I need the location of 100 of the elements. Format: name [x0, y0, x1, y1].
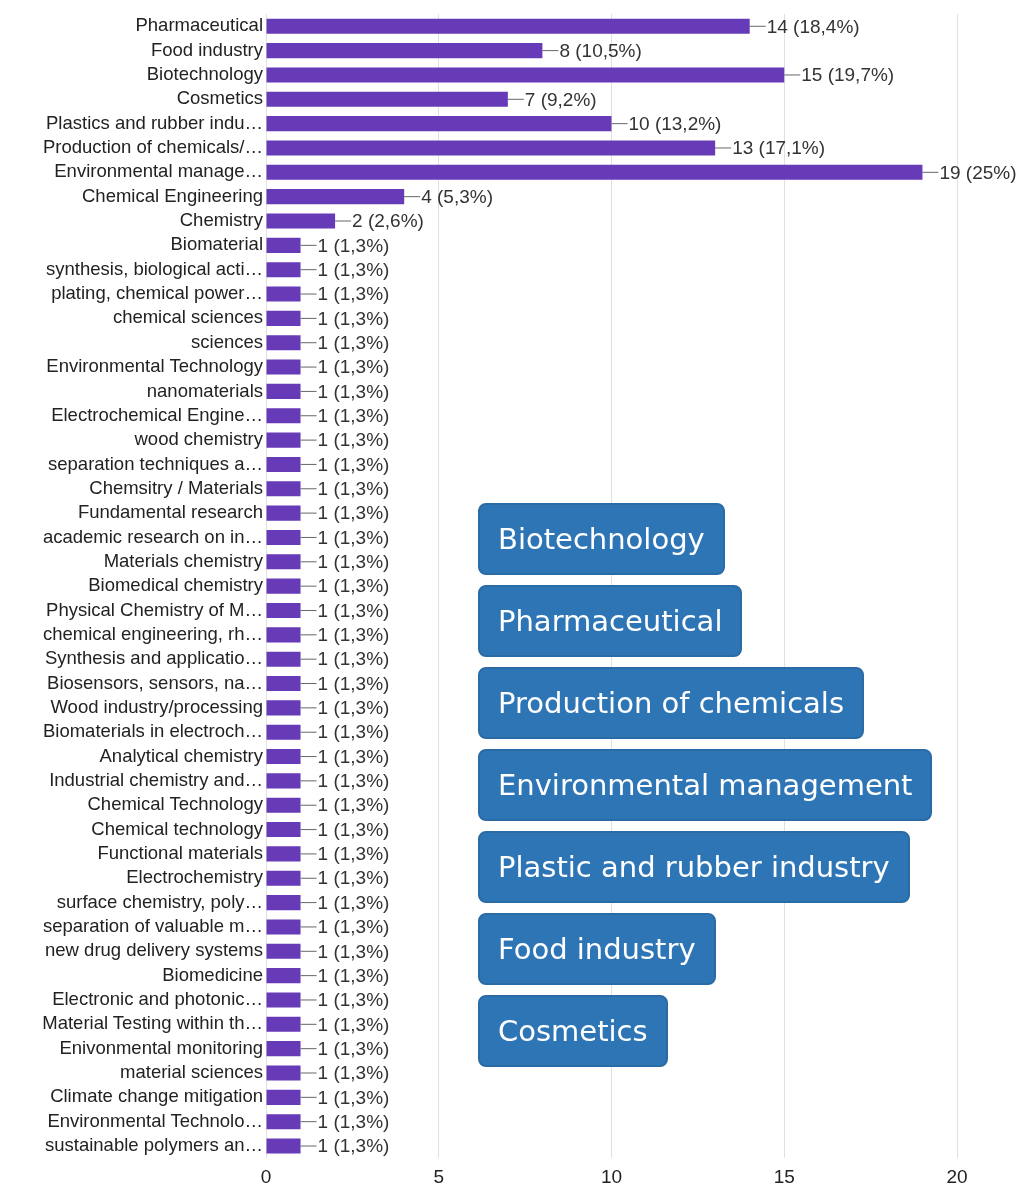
y-tick-label: new drug delivery systems	[45, 939, 263, 961]
y-tick-label: separation of valuable m…	[42, 915, 263, 937]
bar	[266, 481, 301, 497]
bar	[266, 286, 301, 302]
data-label: 1 (1,3%)	[317, 453, 390, 475]
y-tick-label: Chemical Engineering	[82, 184, 263, 206]
y-tick-label: Electrochemical Engine…	[51, 403, 263, 425]
bar	[266, 773, 301, 789]
annotation: Food industry	[478, 913, 716, 985]
bar	[266, 116, 612, 132]
data-label: 14 (18,4%)	[766, 15, 860, 37]
bar	[266, 943, 301, 959]
y-tick-label: Chemsitry / Materials	[89, 476, 263, 498]
y-tick-label: Climate change mitigation	[50, 1085, 263, 1107]
bar	[266, 822, 301, 838]
y-tick-label: Enivonmental monitoring	[59, 1036, 263, 1058]
y-tick-label: Production of chemicals/…	[42, 136, 263, 158]
data-label: 1 (1,3%)	[317, 283, 390, 305]
data-label: 1 (1,3%)	[317, 1013, 390, 1035]
bar	[266, 895, 301, 911]
data-label: 1 (1,3%)	[317, 1135, 390, 1157]
bar	[266, 651, 301, 667]
y-tick-label: Biosensors, sensors, na…	[47, 671, 263, 693]
y-tick-label: Environmental manage…	[54, 160, 263, 182]
data-label: 1 (1,3%)	[317, 697, 390, 719]
bar	[266, 505, 301, 521]
y-tick-label: separation techniques a…	[48, 452, 263, 474]
bar	[266, 602, 301, 619]
data-label: 1 (1,3%)	[317, 940, 390, 962]
y-tick-label: sustainable polymers an…	[45, 1134, 263, 1156]
bar	[266, 432, 301, 448]
y-tick-label: nanomaterials	[146, 379, 263, 401]
x-tick-label: 10	[600, 1165, 623, 1187]
x-tick-label: 5	[433, 1165, 445, 1187]
bar	[266, 310, 301, 326]
bar	[266, 408, 301, 424]
bar	[266, 237, 301, 253]
bar	[266, 1041, 301, 1057]
y-tick-label: Analytical chemistry	[99, 744, 264, 766]
x-tick-label: 20	[946, 1165, 968, 1187]
data-label: 10 (13,2%)	[628, 112, 722, 134]
y-tick-label: Synthesis and applicatio…	[44, 647, 263, 669]
data-label: 1 (1,3%)	[317, 770, 390, 792]
data-label: 13 (17,1%)	[732, 137, 826, 159]
bar	[266, 1089, 301, 1105]
bar	[266, 1065, 301, 1081]
data-label: 1 (1,3%)	[317, 404, 390, 426]
y-tick-label: Material Testing within th…	[42, 1012, 263, 1034]
bar	[266, 43, 543, 59]
bar	[266, 578, 301, 594]
bar	[266, 1016, 301, 1032]
bar	[266, 335, 301, 351]
data-label: 1 (1,3%)	[317, 964, 390, 986]
y-tick-label: Wood industry/processing	[50, 695, 263, 717]
bar	[266, 724, 301, 740]
x-tick-label: 15	[773, 1165, 795, 1187]
data-label: 1 (1,3%)	[317, 843, 390, 865]
data-label: 8 (10,5%)	[559, 39, 642, 61]
y-tick-label: Environmental Technolo…	[47, 1109, 263, 1131]
bar	[266, 554, 301, 570]
data-label: 2 (2,6%)	[352, 210, 424, 232]
bar	[266, 456, 301, 472]
bar	[266, 529, 301, 546]
bar	[266, 797, 301, 813]
x-tick-label: 0	[260, 1165, 272, 1187]
y-tick-label: Fundamental research	[77, 501, 263, 523]
y-tick-label: Industrial chemistry and…	[49, 768, 263, 790]
y-tick-label: academic research on in…	[42, 525, 263, 547]
annotation: Environmental management	[478, 749, 933, 821]
data-label: 1 (1,3%)	[317, 356, 390, 378]
data-label: 1 (1,3%)	[317, 721, 390, 743]
bar	[266, 18, 750, 34]
y-tick-label: Cosmetics	[176, 87, 263, 109]
data-label: 1 (1,3%)	[317, 648, 390, 670]
data-label: 1 (1,3%)	[317, 867, 390, 889]
data-label: 1 (1,3%)	[317, 258, 390, 280]
data-label: 1 (1,3%)	[317, 916, 390, 938]
bar	[266, 992, 301, 1008]
bar	[266, 870, 301, 886]
data-label: 1 (1,3%)	[317, 307, 390, 329]
y-tick-label: wood chemistry	[133, 428, 264, 450]
data-label: 1 (1,3%)	[317, 1062, 390, 1084]
bar	[266, 919, 301, 935]
data-label: 1 (1,3%)	[317, 1037, 390, 1059]
data-label: 1 (1,3%)	[317, 429, 390, 451]
y-tick-label: synthesis, biological acti…	[46, 257, 263, 279]
data-label: 1 (1,3%)	[317, 1086, 390, 1108]
data-label: 1 (1,3%)	[317, 234, 390, 256]
y-tick-label: surface chemistry, poly…	[56, 890, 263, 912]
data-label: 1 (1,3%)	[317, 599, 390, 621]
data-label: 4 (5,3%)	[421, 185, 494, 207]
bar	[266, 164, 923, 180]
data-label: 1 (1,3%)	[317, 794, 390, 816]
y-tick-label: Physical Chemistry of M…	[46, 598, 263, 620]
y-tick-label: sciences	[191, 330, 263, 352]
data-label: 1 (1,3%)	[317, 575, 390, 597]
bar	[266, 675, 301, 692]
annotation: Biotechnology	[478, 503, 725, 575]
annotation: Pharmaceutical	[478, 585, 743, 657]
data-label: 1 (1,3%)	[317, 551, 390, 573]
